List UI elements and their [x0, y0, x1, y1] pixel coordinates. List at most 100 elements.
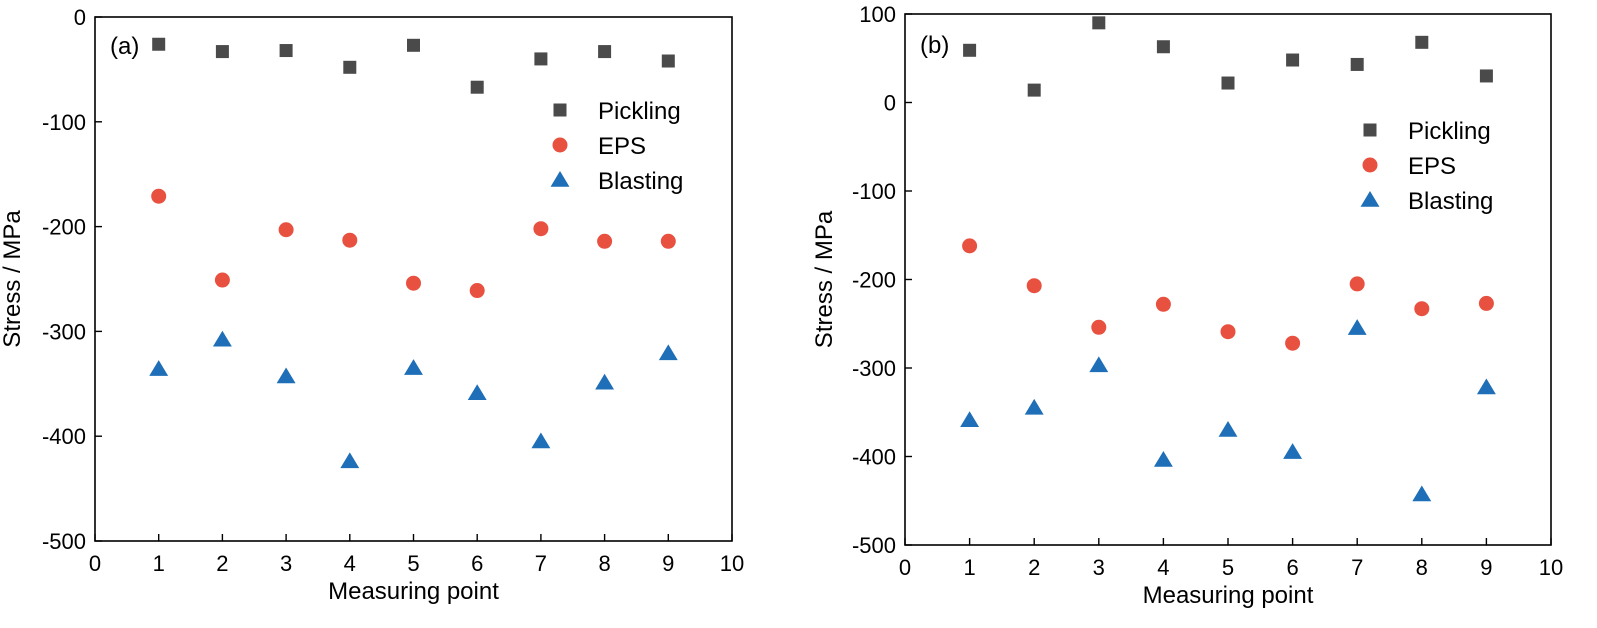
y-tick-label-a: -300	[42, 319, 86, 344]
panel-label-a: (a)	[110, 33, 139, 60]
legend-a: Pickling EPS Blasting	[550, 98, 683, 195]
series-blasting-b	[960, 319, 1496, 502]
point-eps-a	[597, 233, 613, 249]
x-tick-label-b: 8	[1416, 555, 1428, 580]
series-blasting-a	[149, 330, 678, 469]
point-eps-a	[278, 222, 294, 238]
legend-marker-eps-b	[1362, 157, 1378, 173]
y-axis-label-a: Stress / MPa	[0, 210, 26, 348]
x-tick-label-b: 10	[1539, 555, 1563, 580]
point-blasting-b	[1089, 356, 1109, 373]
point-pickling-b	[1350, 57, 1364, 71]
point-eps-b	[1349, 276, 1365, 292]
point-blasting-b	[1153, 451, 1173, 467]
y-tick-label-b: -400	[852, 445, 896, 470]
point-pickling-a	[470, 80, 484, 94]
y-tick-label-a: -200	[42, 215, 86, 240]
point-eps-a	[342, 232, 358, 248]
legend-label-pickling-a: Pickling	[598, 98, 681, 125]
chart-panel-b: 0 1 2 3 4 5 6 7 8 9 10 100 0 -100 -200 -300 -400 -500 Meas…	[811, 2, 1563, 609]
legend-marker-blasting-b	[1360, 191, 1380, 207]
chart-panel-a: 0 1 2 3 4 5 6 7 8 9 10 0 -100 -200 -300 -400 -500 Measuri…	[0, 5, 744, 605]
point-blasting-b	[1347, 319, 1367, 335]
x-tick-label-a: 7	[535, 551, 547, 576]
x-tick-label-a: 5	[407, 551, 419, 576]
x-axis-label-a: Measuring point	[328, 578, 499, 605]
y-tick-label-b: -200	[852, 268, 896, 293]
point-blasting-a	[212, 330, 232, 347]
point-eps-b	[1414, 301, 1430, 317]
point-eps-b	[1285, 335, 1301, 351]
point-eps-b	[1220, 324, 1236, 340]
point-eps-b	[1026, 278, 1042, 294]
plot-frame-b	[904, 13, 1552, 546]
point-eps-a	[214, 272, 230, 288]
point-blasting-a	[531, 432, 551, 449]
legend-marker-blasting-a	[550, 171, 570, 187]
point-blasting-a	[595, 373, 615, 390]
point-pickling-b	[1479, 69, 1493, 83]
x-tick-label-a: 8	[598, 551, 610, 576]
x-tick-label-a: 0	[89, 551, 101, 576]
point-eps-b	[1091, 319, 1107, 335]
legend-label-eps-b: EPS	[1408, 153, 1456, 180]
x-tick-label-a: 1	[153, 551, 165, 576]
x-tick-label-a: 9	[662, 551, 674, 576]
point-eps-b	[1155, 296, 1171, 312]
legend-label-pickling-b: Pickling	[1408, 118, 1491, 145]
point-eps-b	[962, 238, 978, 254]
y-tick-label-a: -400	[42, 424, 86, 449]
point-eps-a	[660, 233, 676, 249]
point-pickling-b	[1415, 35, 1429, 49]
y-tick-label-a: -500	[42, 529, 86, 554]
point-blasting-a	[467, 384, 487, 400]
legend-marker-pickling-b	[1363, 123, 1377, 137]
point-eps-b	[1478, 295, 1494, 311]
point-pickling-a	[215, 45, 229, 59]
point-pickling-a	[343, 60, 357, 74]
y-tick-label-b: -300	[852, 356, 896, 381]
series-eps-a	[151, 188, 676, 299]
legend-label-blasting-a: Blasting	[598, 168, 683, 195]
y-axis-label-b: Stress / MPa	[811, 210, 838, 348]
legend-label-eps-a: EPS	[598, 133, 646, 160]
point-eps-a	[406, 275, 421, 291]
point-eps-a	[533, 221, 549, 237]
legend-marker-pickling-a	[553, 103, 567, 117]
x-tick-label-b: 9	[1480, 555, 1492, 580]
x-tick-label-a: 2	[216, 551, 228, 576]
point-pickling-a	[279, 44, 293, 58]
point-blasting-b	[1476, 378, 1496, 395]
point-blasting-a	[149, 360, 169, 376]
point-blasting-a	[658, 344, 678, 361]
x-tick-label-b: 3	[1093, 555, 1105, 580]
point-pickling-a	[598, 45, 612, 59]
point-pickling-b	[1286, 53, 1300, 67]
x-tick-label-b: 4	[1157, 555, 1169, 580]
point-pickling-b	[963, 43, 977, 57]
y-tick-label-a: -100	[42, 110, 86, 135]
legend-marker-eps-a	[552, 137, 568, 153]
point-blasting-a	[404, 359, 423, 375]
point-blasting-a	[276, 367, 296, 384]
point-blasting-b	[1283, 443, 1303, 459]
point-blasting-a	[340, 452, 360, 469]
point-pickling-b	[1221, 76, 1235, 90]
point-pickling-b	[1027, 83, 1041, 97]
point-pickling-b	[1092, 16, 1106, 30]
legend-b: Pickling EPS Blasting	[1360, 118, 1493, 215]
x-tick-label-b: 7	[1351, 555, 1363, 580]
point-pickling-a	[152, 37, 166, 51]
x-tick-label-b: 6	[1286, 555, 1298, 580]
x-tick-label-b: 0	[899, 555, 911, 580]
y-tick-label-a: 0	[74, 5, 86, 30]
panel-label-b: (b)	[920, 32, 949, 59]
x-axis-label-b: Measuring point	[1143, 582, 1314, 609]
series-eps-b	[962, 238, 1494, 351]
x-tick-label-a: 4	[344, 551, 356, 576]
point-eps-a	[151, 188, 167, 204]
point-blasting-b	[1024, 398, 1044, 415]
x-tick-label-a: 10	[720, 551, 744, 576]
point-blasting-b	[1412, 485, 1432, 502]
